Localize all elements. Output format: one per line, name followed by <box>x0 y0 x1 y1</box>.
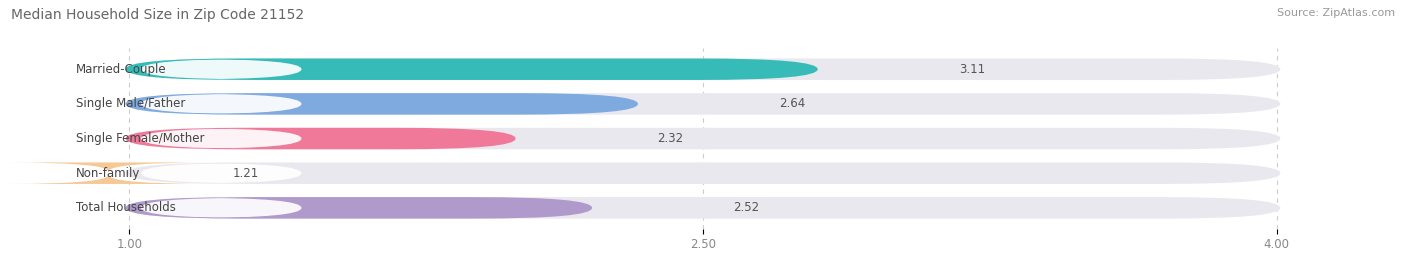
FancyBboxPatch shape <box>125 58 818 80</box>
Text: 2.52: 2.52 <box>734 201 759 214</box>
FancyBboxPatch shape <box>125 197 592 219</box>
FancyBboxPatch shape <box>7 162 209 184</box>
FancyBboxPatch shape <box>141 198 301 218</box>
FancyBboxPatch shape <box>125 197 1281 219</box>
FancyBboxPatch shape <box>125 93 1281 115</box>
FancyBboxPatch shape <box>125 128 516 149</box>
Text: 1.21: 1.21 <box>232 167 259 180</box>
Text: 2.32: 2.32 <box>657 132 683 145</box>
Text: Median Household Size in Zip Code 21152: Median Household Size in Zip Code 21152 <box>11 8 304 22</box>
FancyBboxPatch shape <box>125 93 638 115</box>
Text: Non-family: Non-family <box>76 167 141 180</box>
Text: 3.11: 3.11 <box>959 63 986 76</box>
Text: Single Male/Father: Single Male/Father <box>76 97 186 110</box>
FancyBboxPatch shape <box>141 94 301 114</box>
Text: Source: ZipAtlas.com: Source: ZipAtlas.com <box>1277 8 1395 18</box>
Text: Total Households: Total Households <box>76 201 176 214</box>
FancyBboxPatch shape <box>141 129 301 148</box>
FancyBboxPatch shape <box>141 59 301 79</box>
FancyBboxPatch shape <box>125 58 1281 80</box>
FancyBboxPatch shape <box>125 162 1281 184</box>
FancyBboxPatch shape <box>141 163 301 183</box>
Text: Married-Couple: Married-Couple <box>76 63 166 76</box>
FancyBboxPatch shape <box>125 128 1281 149</box>
Text: 2.64: 2.64 <box>779 97 806 110</box>
Text: Single Female/Mother: Single Female/Mother <box>76 132 204 145</box>
